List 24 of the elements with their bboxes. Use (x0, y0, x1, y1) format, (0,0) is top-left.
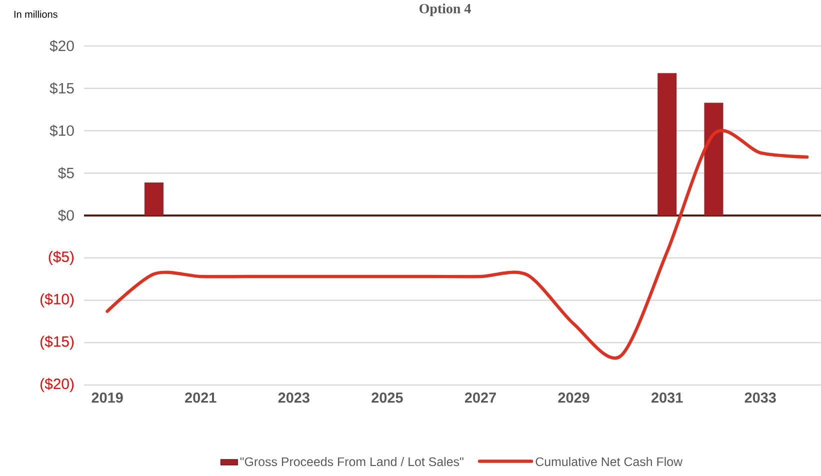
y-tick-label: $15 (50, 82, 74, 94)
y-tick-label: $0 (58, 209, 74, 222)
y-tick-label: $10 (50, 124, 74, 137)
legend-label: Cumulative Net Cash Flow (536, 456, 683, 466)
bar (704, 102, 724, 216)
x-tick-label: 2033 (744, 392, 776, 403)
bar (658, 73, 677, 216)
y-tick-label: ($5) (48, 250, 74, 265)
text: In millions (14, 10, 58, 18)
x-tick-label: 2031 (652, 392, 683, 403)
y-tick-label: $5 (58, 167, 74, 180)
x-tick-label: 2021 (185, 392, 216, 403)
y-tick-label: ($20) (40, 378, 74, 392)
y-tick-label: $20 (50, 40, 74, 52)
x-tick-label: 2025 (372, 392, 403, 403)
chart-title: Option 4 (420, 4, 471, 16)
x-tick-label: 2027 (464, 392, 496, 403)
x-tick-label: 2019 (92, 392, 123, 403)
y-tick-label: ($15) (40, 336, 74, 350)
legend-label: "Gross Proceeds From Land / Lot Sales" (240, 456, 464, 466)
x-tick-label: 2023 (278, 392, 310, 403)
x-tick-label: 2029 (558, 392, 590, 403)
bar (144, 182, 164, 216)
y-tick-label: ($10) (40, 293, 74, 308)
